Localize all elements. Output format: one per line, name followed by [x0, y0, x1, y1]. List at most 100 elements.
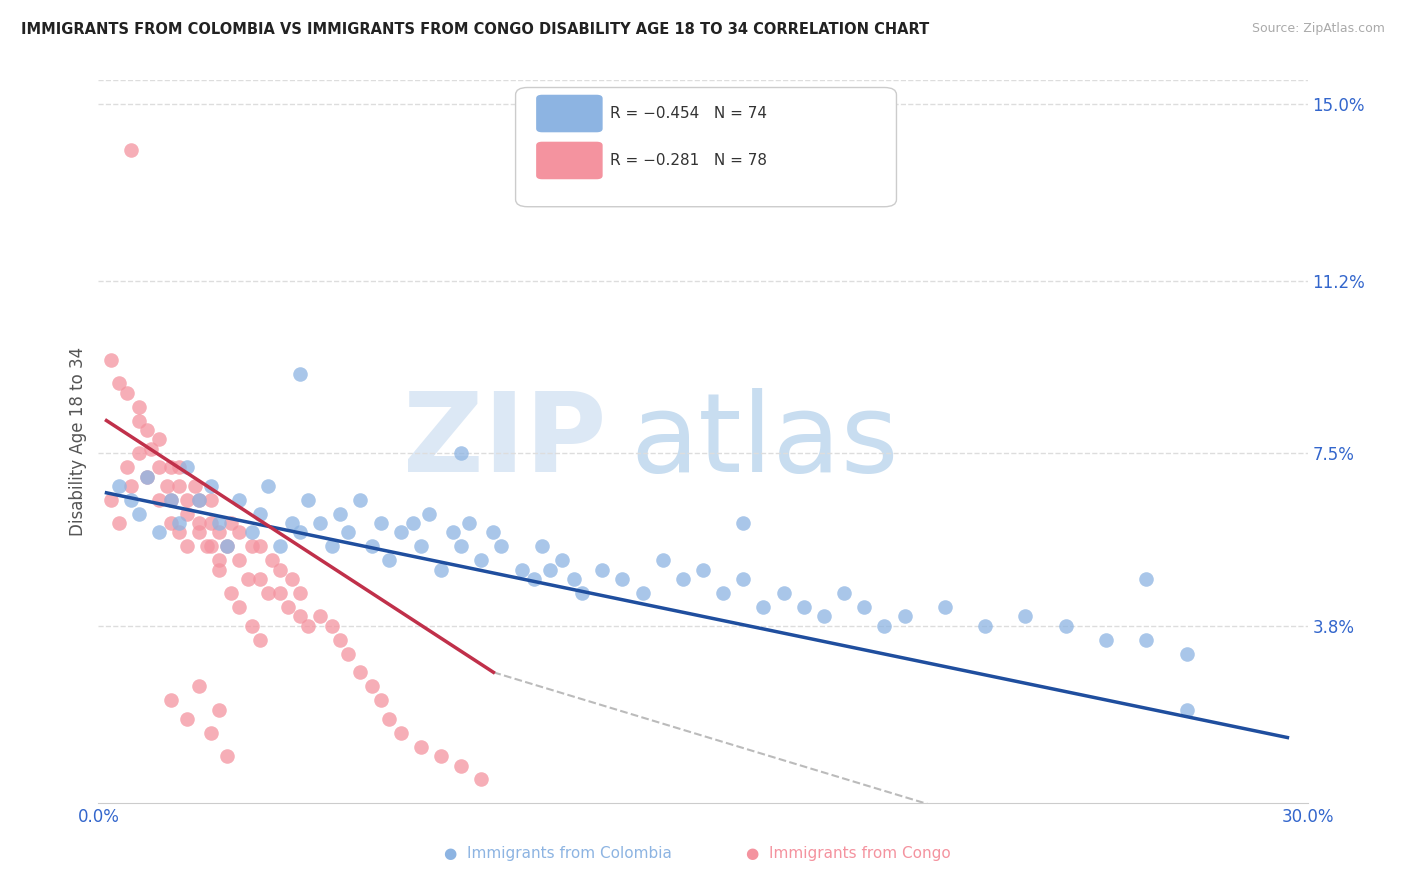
Point: [813, 609, 835, 624]
Point: [208, 525, 231, 540]
Point: [591, 563, 613, 577]
Point: [430, 563, 453, 577]
Point: [200, 479, 222, 493]
Point: [853, 600, 876, 615]
Point: [208, 702, 231, 716]
Point: [160, 492, 183, 507]
Point: [297, 618, 319, 632]
FancyBboxPatch shape: [536, 142, 603, 179]
Point: [752, 600, 775, 615]
Point: [249, 540, 271, 554]
Point: [309, 609, 332, 624]
Point: [148, 460, 170, 475]
Point: [873, 618, 896, 632]
Point: [402, 516, 425, 530]
Point: [228, 525, 250, 540]
Text: ●  Immigrants from Colombia: ● Immigrants from Colombia: [444, 846, 672, 861]
Point: [1135, 632, 1157, 647]
Point: [107, 376, 129, 391]
Text: Source: ZipAtlas.com: Source: ZipAtlas.com: [1251, 22, 1385, 36]
Text: ZIP: ZIP: [404, 388, 606, 495]
Point: [135, 469, 157, 483]
Point: [221, 586, 243, 600]
Point: [1135, 572, 1157, 586]
Point: [1175, 647, 1198, 661]
Point: [240, 525, 263, 540]
Point: [100, 492, 122, 507]
Point: [228, 553, 250, 567]
Point: [160, 492, 183, 507]
Point: [329, 632, 352, 647]
Point: [1014, 609, 1036, 624]
Point: [135, 469, 157, 483]
Point: [510, 563, 533, 577]
Point: [409, 739, 432, 754]
Point: [115, 385, 138, 400]
Point: [208, 553, 231, 567]
Point: [120, 143, 142, 157]
Point: [228, 492, 250, 507]
Point: [176, 540, 198, 554]
Point: [281, 572, 304, 586]
Point: [337, 647, 360, 661]
Point: [148, 525, 170, 540]
Point: [562, 572, 585, 586]
Y-axis label: Disability Age 18 to 34: Disability Age 18 to 34: [69, 347, 87, 536]
Point: [974, 618, 997, 632]
Point: [128, 446, 150, 460]
Point: [221, 516, 243, 530]
Point: [793, 600, 815, 615]
Point: [612, 572, 634, 586]
Point: [288, 609, 311, 624]
Point: [128, 400, 150, 414]
Text: ●  Immigrants from Congo: ● Immigrants from Congo: [745, 846, 950, 861]
FancyBboxPatch shape: [516, 87, 897, 207]
Point: [538, 563, 561, 577]
Point: [217, 540, 239, 554]
Point: [733, 572, 755, 586]
Point: [176, 712, 198, 726]
Point: [240, 618, 263, 632]
Point: [217, 749, 239, 764]
Point: [200, 516, 222, 530]
Point: [329, 507, 352, 521]
Point: [361, 540, 384, 554]
Point: [672, 572, 695, 586]
Point: [200, 492, 222, 507]
Point: [450, 758, 472, 772]
Point: [115, 460, 138, 475]
Point: [571, 586, 593, 600]
Point: [236, 572, 259, 586]
Point: [377, 553, 399, 567]
Point: [148, 432, 170, 446]
Point: [167, 525, 190, 540]
Point: [349, 492, 371, 507]
Point: [167, 516, 190, 530]
Point: [188, 679, 211, 693]
Point: [1095, 632, 1118, 647]
Point: [217, 540, 239, 554]
Point: [370, 516, 392, 530]
Point: [321, 618, 343, 632]
Point: [651, 553, 673, 567]
Point: [228, 600, 250, 615]
Point: [120, 492, 142, 507]
Point: [208, 563, 231, 577]
Point: [321, 540, 343, 554]
Point: [188, 516, 211, 530]
Point: [128, 413, 150, 427]
Point: [128, 507, 150, 521]
Point: [450, 540, 472, 554]
Point: [176, 492, 198, 507]
Text: R = −0.454   N = 74: R = −0.454 N = 74: [610, 106, 766, 121]
Point: [240, 540, 263, 554]
Point: [349, 665, 371, 680]
Point: [167, 479, 190, 493]
Point: [256, 586, 278, 600]
Text: atlas: atlas: [630, 388, 898, 495]
Point: [277, 600, 299, 615]
Point: [297, 492, 319, 507]
Point: [1054, 618, 1077, 632]
Point: [733, 516, 755, 530]
Point: [441, 525, 464, 540]
